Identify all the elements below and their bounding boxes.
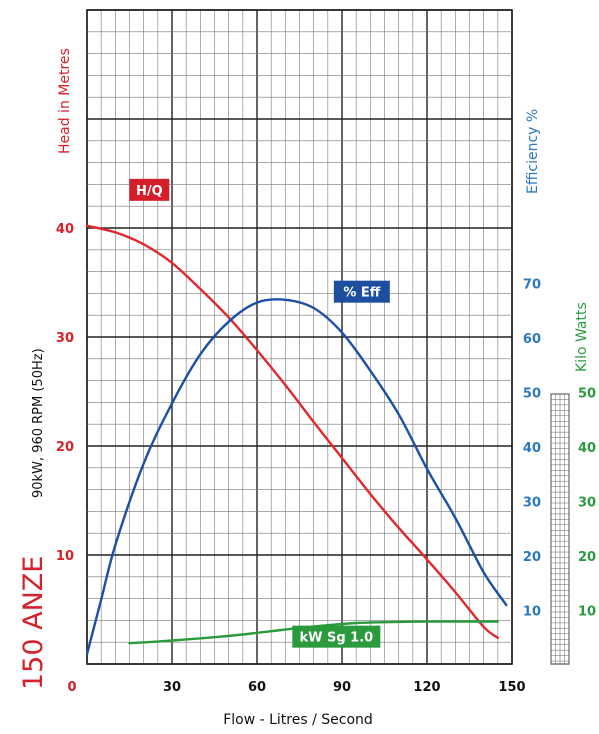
x-tick-label: 30 [163, 680, 181, 695]
head-tick-label: 40 [56, 222, 74, 237]
head-axis-title: Head in Metres [57, 48, 73, 154]
x-tick-label: 150 [498, 680, 525, 695]
grid [86, 9, 513, 665]
head-series-tag-label: H/Q [136, 184, 163, 199]
x-tick-label: 90 [333, 680, 351, 695]
x-tick-label: 120 [413, 680, 440, 695]
efficiency-series-line [85, 298, 508, 656]
efficiency-tick-label: 50 [523, 387, 541, 402]
head-tick-label: 10 [56, 549, 74, 564]
head-tick-label: 30 [56, 331, 74, 346]
series-tags: H/Q % Eff kW Sg 1.0 [129, 178, 390, 648]
efficiency-tick-label: 30 [523, 496, 541, 511]
pump-model-label: 150 ANZE [18, 556, 49, 690]
efficiency-tick-label: 60 [523, 332, 541, 347]
kw-tick-label: 30 [578, 496, 596, 511]
kw-axis-box [550, 393, 570, 665]
kw-series-tag-label: kW Sg 1.0 [299, 631, 373, 646]
efficiency-tick-label: 40 [523, 441, 541, 456]
x-tick-label: 0 [67, 680, 76, 695]
kw-series-tag [292, 625, 381, 648]
kw-tick-label: 50 [578, 387, 596, 402]
head-series-line [85, 224, 499, 639]
head-tick-label: 20 [56, 440, 74, 455]
efficiency-tick-label: 10 [523, 605, 541, 620]
efficiency-axis-title: Efficiency % [525, 109, 541, 194]
head-series-tag [129, 178, 170, 201]
efficiency-series-tag [333, 280, 390, 303]
x-axis-title: Flow - Litres / Second [223, 712, 373, 728]
kw-tick-label: 10 [578, 605, 596, 620]
kw-tick-label: 20 [578, 550, 596, 565]
tick-labels: 0 30 60 90 120 150 10 20 30 40 10 20 30 40 50 60 70 10 20 3… [56, 222, 596, 695]
efficiency-series-tag-label: % Eff [343, 286, 380, 301]
kw-tick-label: 40 [578, 441, 596, 456]
kw-axis-title: Kilo Watts [574, 302, 590, 372]
pump-spec-label: 90kW, 960 RPM (50Hz) [31, 348, 46, 498]
efficiency-tick-label: 70 [523, 278, 541, 293]
x-tick-label: 60 [248, 680, 266, 695]
efficiency-tick-label: 20 [523, 550, 541, 565]
